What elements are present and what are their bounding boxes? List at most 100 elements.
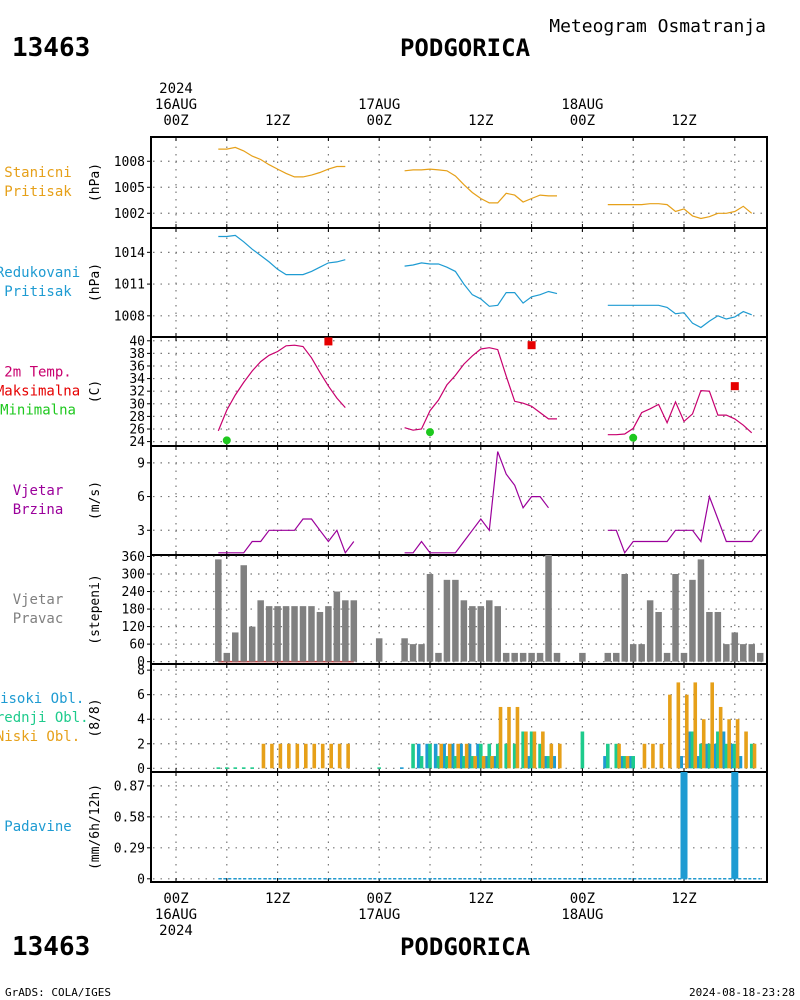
wind_direction-bar — [731, 632, 739, 662]
wind_direction-bar — [604, 652, 612, 662]
wind_direction-bar — [579, 652, 586, 662]
clouds-ytick-label: 4 — [137, 713, 145, 728]
cloud-bar — [295, 743, 300, 769]
cloud-bar — [216, 767, 221, 769]
cloud-bar — [546, 756, 551, 769]
wind_direction-panel: 0 60 120 180 240 300 360 (stepeni) Vjetar Pravac — [13, 550, 768, 670]
cloud-bar — [450, 743, 455, 769]
wind_direction-bar — [333, 591, 341, 662]
cloud-bar — [428, 743, 432, 769]
tmax-marker — [324, 337, 333, 346]
temperature-ytick-label: 34 — [129, 372, 145, 387]
temperature-ytick-label: 40 — [129, 334, 145, 349]
wind_direction-bar — [502, 652, 510, 662]
cloud-bar — [312, 743, 317, 769]
wind_direction-bar — [316, 611, 324, 662]
temperature-ytick-label: 28 — [129, 410, 145, 425]
temperature-series-line — [607, 389, 753, 436]
tmax-marker — [730, 382, 739, 391]
wind_direction-bar — [232, 632, 239, 662]
cloud-bar — [507, 706, 511, 769]
tmin-marker — [629, 433, 638, 442]
precipitation-frame — [150, 771, 768, 883]
cloud-bar — [515, 706, 520, 769]
wind_direction-bar — [265, 606, 273, 662]
clouds-ytick-label: 0 — [137, 762, 145, 777]
wind_direction-bar — [629, 644, 637, 662]
wind_direction-bar — [342, 600, 349, 662]
top-axis-tick-label: 18AUG — [561, 97, 603, 113]
precipitation-unit-label: (mm/6h/12h) — [88, 784, 103, 870]
station_pressure-series-line — [404, 168, 557, 204]
wind_direction-bar — [215, 559, 222, 662]
reduced_pressure-ytick-label: 1011 — [114, 278, 145, 293]
reduced_pressure-panel: 1008 1011 1014 (hPa) Redukovani Pritisak — [0, 227, 768, 338]
cloud-bar — [687, 731, 692, 769]
temperature-name-label: Minimalna — [0, 403, 76, 419]
cloud-bar — [303, 743, 308, 769]
cloud-bar — [445, 756, 449, 769]
cloud-bar — [419, 756, 424, 769]
bottom-axis-tick-label: 12Z — [468, 891, 493, 907]
precipitation-ytick-label: 0.58 — [114, 810, 145, 825]
station-id-bottom: 13463 — [12, 932, 90, 962]
cloud-bar — [696, 756, 700, 769]
temperature-name-label: Maksimalna — [0, 384, 80, 400]
wind_direction-bar — [257, 600, 264, 662]
cloud-bar — [668, 694, 672, 769]
cloud-bar — [442, 743, 446, 769]
wind_direction-bar — [621, 573, 628, 662]
wind_direction-name-label: Pravac — [13, 611, 64, 627]
clouds-ytick-label: 8 — [137, 664, 145, 679]
station_pressure-series-line — [607, 203, 753, 220]
tmin-marker — [222, 436, 231, 445]
bottom-axis-tick-label: 18AUG — [561, 907, 603, 923]
wind_direction-ytick-label: 0 — [137, 655, 145, 670]
wind_direction-bar — [299, 606, 307, 662]
wind_direction-bar — [350, 600, 358, 662]
wind_direction-bar — [291, 606, 298, 662]
cloud-bar — [749, 743, 754, 769]
cloud-bar — [498, 706, 503, 769]
reduced_pressure-frame — [150, 227, 768, 338]
cloud-bar — [676, 682, 681, 769]
station_pressure-name-label: Pritisak — [4, 184, 72, 200]
wind_speed-series-line — [218, 518, 355, 555]
cloud-bar — [549, 743, 554, 769]
reduced_pressure-series-line — [218, 234, 346, 276]
wind_direction-bar — [325, 606, 332, 662]
wind_direction-bar — [248, 626, 256, 662]
reduced_pressure-name-label: Redukovani — [0, 265, 80, 281]
wind_direction-bar — [528, 652, 535, 662]
cloud-bar — [329, 743, 333, 769]
cloud-bar — [622, 756, 627, 769]
wind_speed-name-label: Vjetar — [13, 483, 64, 499]
wind_direction-bar — [613, 652, 620, 662]
cloud-bar — [718, 706, 723, 769]
cloud-bar — [241, 767, 246, 769]
cloud-bar — [490, 756, 494, 769]
precipitation-panel: 0 0.29 0.58 0.87 (mm/6h/12h) Padavine — [4, 771, 768, 887]
cloud-bar — [580, 731, 585, 769]
temperature-ytick-label: 30 — [129, 397, 145, 412]
bottom-axis-tick-label: 2024 — [159, 923, 193, 939]
cloud-bar — [651, 743, 655, 769]
temperature-series-line — [404, 347, 557, 431]
cloud-bar — [710, 682, 714, 769]
wind_direction-bar — [663, 652, 671, 662]
wind_direction-bar — [240, 565, 247, 662]
precipitation-ytick-label: 0.29 — [114, 841, 145, 856]
cloud-bar — [713, 743, 717, 769]
wind_direction-bar — [418, 644, 425, 662]
station-id-top: 13463 — [12, 33, 90, 63]
cloud-bar — [557, 743, 562, 769]
cloud-bar — [436, 756, 441, 769]
cloud-bar — [735, 719, 740, 769]
temperature-ytick-label: 38 — [129, 347, 145, 362]
wind_direction-bar — [638, 644, 645, 662]
wind_direction-bar — [519, 652, 527, 662]
wind_direction-bar — [375, 638, 383, 662]
bottom-axis-tick-label: 17AUG — [358, 907, 400, 923]
